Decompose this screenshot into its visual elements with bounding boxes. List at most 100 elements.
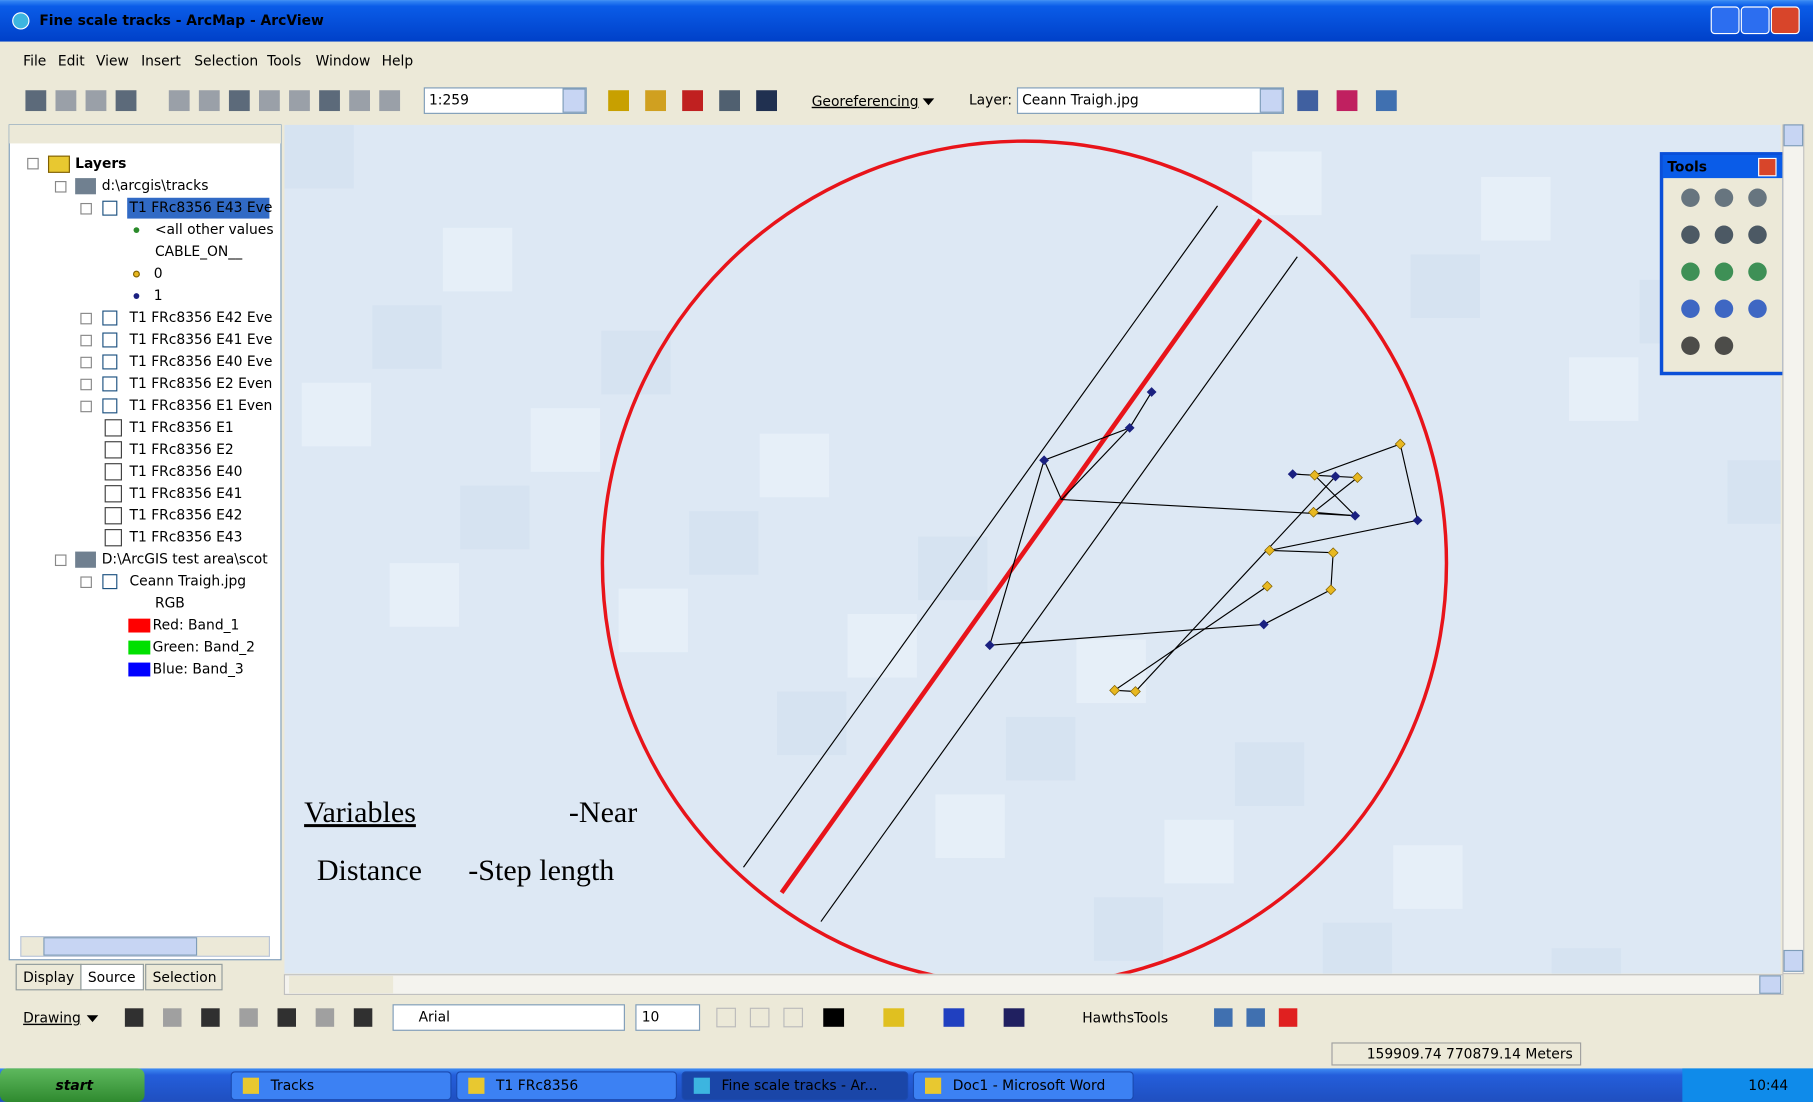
tool-button[interactable] [1748, 263, 1767, 282]
toc-item[interactable]: T1 FRc8356 E2 Even [129, 376, 273, 392]
tool-icon[interactable] [379, 90, 400, 111]
toc-item[interactable]: T1 FRc8356 E42 Eve [129, 310, 273, 326]
tab-label[interactable]: Source [88, 970, 136, 986]
georeferencing-menu[interactable]: Georeferencing [812, 94, 919, 110]
tool-button[interactable] [1681, 263, 1700, 282]
minimize-button[interactable] [1711, 7, 1739, 34]
tool-icon[interactable] [239, 1008, 258, 1027]
tool-icon[interactable] [354, 1008, 373, 1027]
scale-dropdown[interactable] [563, 89, 585, 112]
tool-icon[interactable] [169, 90, 190, 111]
checkbox[interactable] [103, 311, 117, 325]
tab-label[interactable]: Selection [153, 970, 217, 986]
extension-menu[interactable]: HawthsTools [1082, 1011, 1168, 1027]
checkbox[interactable] [103, 575, 117, 589]
menu-item[interactable]: Insert [141, 53, 181, 69]
taskbar-label[interactable]: Doc1 - Microsoft Word [953, 1078, 1106, 1094]
tool-icon[interactable] [229, 90, 250, 111]
expand-box[interactable] [81, 357, 91, 367]
expand-box[interactable] [81, 335, 91, 345]
tool-button[interactable] [1715, 226, 1734, 245]
toc-item[interactable]: T1 FRc8356 E40 Eve [129, 354, 273, 370]
tool-icon[interactable] [1214, 1008, 1233, 1027]
close-button[interactable] [1771, 7, 1799, 34]
expand-box[interactable] [28, 158, 38, 168]
tool-icon[interactable] [163, 1008, 182, 1027]
tool-icon[interactable] [316, 1008, 335, 1027]
expand-box[interactable] [81, 401, 91, 411]
menu-item[interactable]: File [23, 53, 46, 69]
tool-icon[interactable] [1376, 90, 1397, 111]
color-tool[interactable] [944, 1008, 965, 1027]
taskbar-item[interactable] [231, 1072, 451, 1100]
toc-item[interactable]: T1 FRc8356 E1 Even [129, 398, 273, 414]
tool-button[interactable] [1748, 226, 1767, 245]
tool-button[interactable] [1748, 300, 1767, 319]
checkbox[interactable] [103, 377, 117, 391]
tool-icon[interactable] [1337, 90, 1358, 111]
restore-button[interactable] [1741, 7, 1769, 34]
menu-item[interactable]: Edit [58, 53, 85, 69]
tool-button[interactable] [1748, 189, 1767, 208]
menu-item[interactable]: Window [316, 53, 371, 69]
drawing-menu[interactable]: Drawing [23, 1011, 81, 1027]
checkbox[interactable] [103, 399, 117, 413]
toc-hscroll-thumb[interactable] [44, 938, 197, 955]
tool-icon[interactable] [608, 90, 629, 111]
expand-box[interactable] [81, 577, 91, 587]
tool-icon[interactable] [116, 90, 137, 111]
tool-icon[interactable] [278, 1008, 297, 1027]
expand-box[interactable] [81, 204, 91, 214]
tool-icon[interactable] [259, 90, 280, 111]
color-tool[interactable] [883, 1008, 904, 1027]
start-label[interactable]: start [56, 1078, 95, 1094]
toc-item[interactable]: T1 FRc8356 E43 Eve [129, 200, 273, 216]
layer-dropdown[interactable] [1260, 89, 1282, 112]
color-tool[interactable] [823, 1008, 844, 1027]
toc-item[interactable]: D:\ArcGIS test area\scot [102, 552, 268, 568]
tool-button[interactable] [1715, 337, 1734, 356]
color-tool[interactable] [1004, 1008, 1025, 1027]
format-button[interactable] [750, 1008, 769, 1027]
scroll-down[interactable] [1784, 950, 1803, 971]
taskbar-label[interactable]: Tracks [270, 1078, 315, 1094]
menu-item[interactable]: Tools [266, 53, 301, 69]
tool-button[interactable] [1681, 300, 1700, 319]
tool-button[interactable] [1715, 300, 1734, 319]
menu-item[interactable]: Selection [194, 53, 258, 69]
tool-icon[interactable] [719, 90, 740, 111]
menu-item[interactable]: Help [382, 53, 414, 69]
tool-icon[interactable] [56, 90, 77, 111]
toc-item[interactable]: Ceann Traigh.jpg [130, 574, 247, 590]
tool-icon[interactable] [25, 90, 46, 111]
checkbox[interactable] [103, 201, 117, 215]
tool-icon[interactable] [125, 1008, 144, 1027]
tool-icon[interactable] [1246, 1008, 1265, 1027]
format-button[interactable] [784, 1008, 803, 1027]
menu-item[interactable]: View [96, 53, 129, 69]
checkbox[interactable] [103, 333, 117, 347]
tool-icon[interactable] [1279, 1008, 1298, 1027]
tool-icon[interactable] [349, 90, 370, 111]
toc-item[interactable]: T1 FRc8356 E41 Eve [129, 332, 273, 348]
tool-button[interactable] [1681, 226, 1700, 245]
tool-icon[interactable] [682, 90, 703, 111]
taskbar-label[interactable]: T1 FRc8356 [495, 1078, 578, 1094]
scroll-right[interactable] [1760, 976, 1781, 993]
expand-box[interactable] [81, 379, 91, 389]
tool-button[interactable] [1681, 189, 1700, 208]
tool-button[interactable] [1715, 263, 1734, 282]
tool-icon[interactable] [756, 90, 777, 111]
scroll-up[interactable] [1784, 125, 1803, 146]
tool-icon[interactable] [289, 90, 310, 111]
expand-box[interactable] [56, 555, 66, 565]
tool-icon[interactable] [1297, 90, 1318, 111]
expand-box[interactable] [56, 182, 66, 192]
tool-icon[interactable] [86, 90, 107, 111]
tool-button[interactable] [1681, 337, 1700, 356]
tab-label[interactable]: Display [23, 970, 74, 986]
tool-button[interactable] [1715, 189, 1734, 208]
tool-icon[interactable] [319, 90, 340, 111]
format-button[interactable] [717, 1008, 736, 1027]
checkbox[interactable] [103, 355, 117, 369]
